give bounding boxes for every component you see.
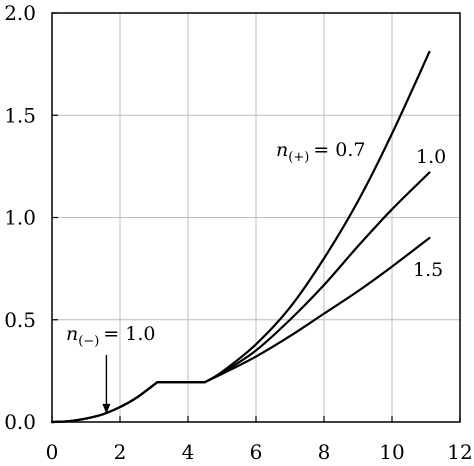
y-tick-label: 1.0: [4, 206, 36, 230]
y-tick-label: 0.5: [4, 308, 36, 332]
x-tick-label: 12: [447, 440, 472, 464]
annotation-1-0: 1.0: [416, 146, 446, 168]
annotation-n-minus-n: n: [66, 323, 78, 345]
ticks: [51, 12, 461, 423]
annotation-n-plus: n(+) = 0.7: [276, 139, 365, 165]
annotation-n-plus-sub: (+): [288, 150, 309, 165]
x-tick-labels: 0 2 4 6 8 10 12: [46, 440, 473, 464]
annotation-n-minus-sub: (−): [78, 334, 99, 349]
series-line-0-7: [50, 50, 431, 424]
y-tick-labels: 0.0 0.5 1.0 1.5 2.0: [4, 1, 36, 434]
annotation-n-plus-n: n: [276, 139, 288, 161]
x-tick-label: 10: [379, 440, 404, 464]
y-tick-label: 1.5: [4, 103, 36, 127]
x-tick-label: 8: [318, 440, 331, 464]
n-minus-arrow: [102, 355, 111, 414]
x-tick-label: 0: [46, 440, 59, 464]
annotation-n-minus-value: = 1.0: [103, 323, 155, 345]
series-group: [50, 50, 431, 424]
annotation-n-minus: n(−) = 1.0: [66, 323, 155, 349]
x-tick-label: 2: [114, 440, 127, 464]
series-line-1-0: [50, 171, 431, 424]
x-tick-label: 4: [182, 440, 195, 464]
annotation-n-plus-value: = 0.7: [313, 139, 365, 161]
x-tick-label: 6: [250, 440, 263, 464]
arrow-head: [102, 403, 111, 414]
y-tick-label: 2.0: [4, 1, 36, 25]
grid: [52, 13, 460, 422]
series-line-1-5: [50, 236, 431, 424]
annotation-1-5: 1.5: [413, 259, 443, 281]
y-tick-label: 0.0: [4, 410, 36, 434]
